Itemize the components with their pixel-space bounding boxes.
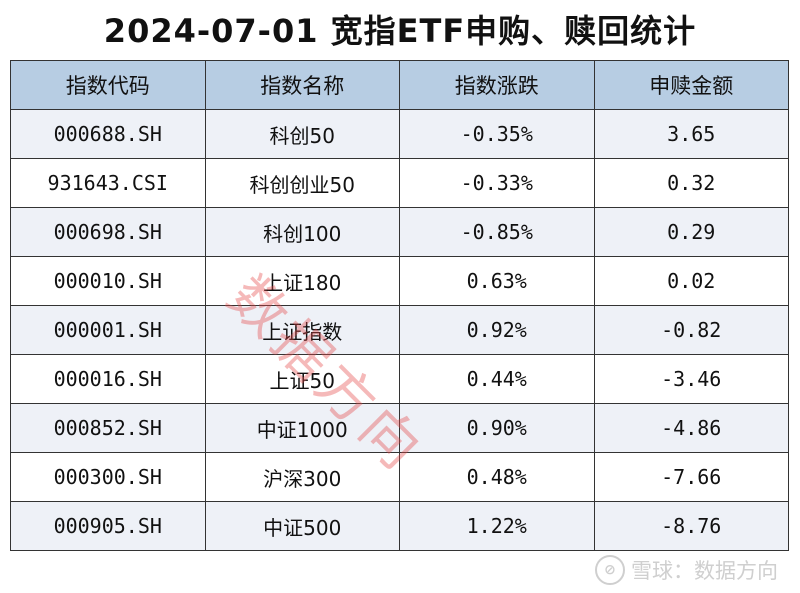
cell-index-name: 中证1000 — [204, 403, 400, 453]
cell-amount: -7.66 — [593, 452, 789, 502]
cell-amount: 0.02 — [593, 256, 789, 306]
cell-index-change: -0.33% — [399, 158, 595, 208]
cell-amount: 0.29 — [593, 207, 789, 257]
cell-index-change: 0.63% — [399, 256, 595, 306]
cell-index-code: 000852.SH — [10, 403, 206, 453]
table-row: 000010.SH 上证180 0.63% 0.02 — [10, 256, 789, 306]
cell-amount: -8.76 — [593, 501, 789, 551]
brand-footer: ⊘ 雪球：数据方向 — [595, 555, 778, 585]
cell-index-change: 0.90% — [399, 403, 595, 453]
cell-index-change: 0.44% — [399, 354, 595, 404]
cell-index-change: -0.35% — [399, 109, 595, 159]
cell-index-code: 000905.SH — [10, 501, 206, 551]
cell-index-change: -0.85% — [399, 207, 595, 257]
cell-amount: 0.32 — [593, 158, 789, 208]
table-row: 000905.SH 中证500 1.22% -8.76 — [10, 501, 789, 551]
cell-amount: -3.46 — [593, 354, 789, 404]
cell-index-code: 000698.SH — [10, 207, 206, 257]
cell-index-code: 000300.SH — [10, 452, 206, 502]
snowball-logo-icon: ⊘ — [595, 555, 625, 585]
cell-index-name: 科创100 — [204, 207, 400, 257]
cell-index-name: 科创50 — [204, 109, 400, 159]
table-header-row: 指数代码 指数名称 指数涨跌 申赎金额 — [10, 60, 789, 110]
cell-amount: -4.86 — [593, 403, 789, 453]
table-row: 000852.SH 中证1000 0.90% -4.86 — [10, 403, 789, 453]
cell-index-code: 000688.SH — [10, 109, 206, 159]
cell-index-code: 931643.CSI — [10, 158, 206, 208]
cell-index-name: 科创创业50 — [204, 158, 400, 208]
table-row: 000698.SH 科创100 -0.85% 0.29 — [10, 207, 789, 257]
table-row: 931643.CSI 科创创业50 -0.33% 0.32 — [10, 158, 789, 208]
header-subscription-amount: 申赎金额 — [593, 60, 789, 110]
cell-index-change: 1.22% — [399, 501, 595, 551]
cell-index-change: 0.48% — [399, 452, 595, 502]
header-index-name: 指数名称 — [204, 60, 400, 110]
cell-index-name: 上证指数 — [204, 305, 400, 355]
table-row: 000001.SH 上证指数 0.92% -0.82 — [10, 305, 789, 355]
header-index-change: 指数涨跌 — [399, 60, 595, 110]
etf-table: 指数代码 指数名称 指数涨跌 申赎金额 000688.SH 科创50 -0.35… — [10, 60, 789, 551]
cell-amount: -0.82 — [593, 305, 789, 355]
table-row: 000300.SH 沪深300 0.48% -7.66 — [10, 452, 789, 502]
cell-index-code: 000016.SH — [10, 354, 206, 404]
cell-index-code: 000001.SH — [10, 305, 206, 355]
header-index-code: 指数代码 — [10, 60, 206, 110]
cell-index-name: 上证180 — [204, 256, 400, 306]
cell-index-code: 000010.SH — [10, 256, 206, 306]
cell-index-change: 0.92% — [399, 305, 595, 355]
brand-text: 雪球：数据方向 — [631, 559, 778, 583]
table-row: 000016.SH 上证50 0.44% -3.46 — [10, 354, 789, 404]
table-row: 000688.SH 科创50 -0.35% 3.65 — [10, 109, 789, 159]
page-title: 2024-07-01 宽指ETF申购、赎回统计 — [103, 12, 697, 50]
cell-index-name: 中证500 — [204, 501, 400, 551]
cell-index-name: 沪深300 — [204, 452, 400, 502]
cell-amount: 3.65 — [593, 109, 789, 159]
cell-index-name: 上证50 — [204, 354, 400, 404]
